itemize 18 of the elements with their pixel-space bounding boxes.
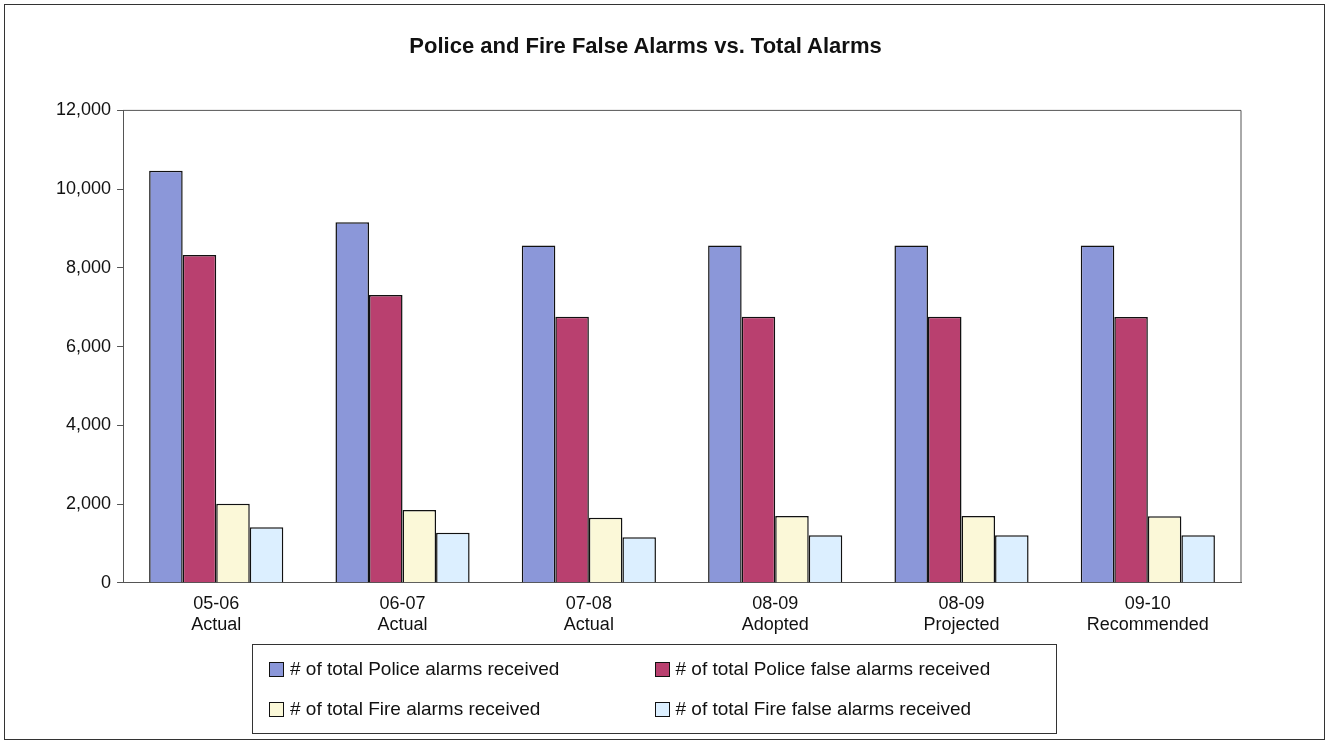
legend-label: # of total Fire alarms received [290,698,541,720]
legend-label: # of total Fire false alarms received [675,698,972,720]
chart-title: Police and Fire False Alarms vs. Total Alarms [409,33,882,59]
x-tick-label: 06-07 Actual [377,592,428,635]
x-tick-label: 08-09 Adopted [741,592,809,635]
y-tick-label: 6,000 [66,335,112,356]
y-tick-label: 2,000 [66,493,112,514]
legend-label: # of total Police alarms received [290,658,560,680]
x-tick-label: 07-08 Actual [563,592,614,635]
x-tick-label: 05-06 Actual [191,592,242,635]
y-tick-label: 0 [101,571,112,592]
x-tick-label: 09-10 Recommended [1086,592,1209,635]
y-tick-label: 10,000 [55,178,112,199]
y-tick-label: 8,000 [66,256,112,277]
legend-label: # of total Police false alarms received [675,658,991,680]
y-tick-label: 4,000 [66,414,112,435]
x-tick-label: 08-09 Projected [923,592,1000,635]
y-tick-label: 12,000 [55,99,112,120]
